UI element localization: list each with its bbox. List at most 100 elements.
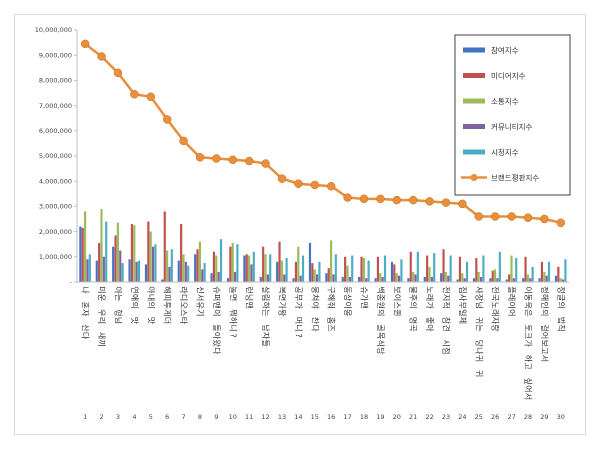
x-category-char: 피 (163, 294, 172, 301)
legend-label: 브랜드평판지수 (491, 173, 539, 183)
x-category-char: 라 (179, 286, 188, 294)
bar (508, 274, 511, 282)
x-category-char: 는 (474, 324, 483, 331)
x-category-char: 전 (491, 286, 501, 293)
x-category-char: 는 (114, 294, 123, 301)
legend-label: 시청지수 (491, 148, 519, 157)
bar (299, 275, 302, 282)
bar (358, 276, 361, 282)
bar (440, 273, 443, 282)
bar (494, 269, 497, 282)
y-tick-label: - (70, 278, 73, 286)
x-category-char: 크 (524, 332, 533, 339)
x-category-char: 님 (474, 302, 483, 309)
x-category-char: 고 (524, 362, 533, 369)
bar (315, 274, 319, 282)
x-category-char: 가 (524, 340, 533, 348)
x-rank-label: 26 (491, 413, 499, 421)
x-category-char: ? (294, 333, 303, 337)
line-point (146, 92, 156, 102)
x-category-char: 찬 (310, 317, 320, 325)
line-point (310, 180, 320, 190)
bar (102, 256, 105, 282)
bar (151, 246, 155, 282)
x-category-char: 이 (343, 302, 353, 309)
bar (409, 251, 412, 282)
bar (292, 278, 295, 282)
x-category-char: 맛 (146, 317, 156, 325)
x-rank-label: 5 (149, 413, 153, 421)
x-category-char: 쳐 (310, 294, 319, 301)
chart-frame: - 1,000,000 2,000,000 3,000,000 4,000,000 5,0… (14, 14, 586, 435)
line-point (392, 195, 402, 205)
x-category-char: 고 (540, 347, 549, 354)
x-category-char: 야 (310, 302, 320, 310)
x-category-char: 형 (114, 309, 123, 316)
x-category-char: 해 (327, 294, 337, 301)
bar (100, 208, 103, 282)
line-point (179, 136, 188, 146)
x-category-char: 부 (458, 302, 467, 309)
bar (412, 271, 415, 282)
line-point (294, 179, 303, 188)
bar (266, 274, 269, 282)
x-category-char: 더 (163, 317, 172, 324)
bar (524, 256, 527, 282)
x-rank-label: 21 (409, 413, 417, 421)
x-category-char: 뭉 (310, 286, 319, 293)
bar (114, 235, 117, 282)
x-category-char: 스 (179, 309, 188, 316)
bar (233, 271, 237, 282)
x-category-char: 하 (524, 355, 534, 363)
bar (365, 278, 368, 282)
bar (269, 254, 272, 282)
bar (98, 242, 101, 282)
x-category-char: 자 (81, 309, 90, 317)
bar (236, 244, 239, 282)
x-category-char: 들 (261, 340, 270, 347)
x-category-char: 이 (507, 302, 517, 309)
x-category-char: 리 (97, 317, 106, 324)
bar (479, 276, 483, 282)
x-category-char: 자 (261, 332, 270, 340)
x-category-char: 맛 (130, 317, 140, 325)
x-rank-label: 12 (261, 413, 269, 421)
x-rank-label: 4 (132, 413, 136, 421)
bar (313, 269, 316, 282)
x-category-char: 후 (409, 294, 418, 301)
x-category-char: 명 (409, 317, 419, 324)
bar (196, 249, 199, 282)
x-category-char: 동 (343, 286, 352, 293)
legend-label: 참여지수 (491, 45, 519, 55)
x-category-char: 맨 (360, 302, 369, 309)
bar (529, 278, 532, 282)
x-category-char: 이 (212, 309, 222, 316)
x-category-char: 좋 (425, 317, 434, 324)
bar (301, 255, 305, 282)
x-category-char: 하 (261, 302, 271, 310)
bar (177, 260, 180, 282)
bar (252, 251, 255, 282)
bar (203, 263, 206, 282)
x-category-char: 당 (474, 340, 484, 348)
bar (137, 260, 141, 282)
legend-item: 브랜드평판지수 (461, 173, 539, 183)
x-rank-label: 16 (327, 413, 335, 421)
x-category-char: 신 (196, 286, 205, 293)
bar (121, 263, 124, 282)
bar (564, 259, 567, 282)
legend-item: 시청지수 (463, 148, 519, 157)
x-category-char: 복 (278, 286, 287, 293)
bar (283, 274, 286, 282)
x-category-char: 혼 (81, 302, 91, 309)
legend-item: 소통지수 (463, 97, 519, 106)
x-category-char: 상 (343, 294, 353, 302)
x-category-char: 칙 (556, 324, 565, 331)
